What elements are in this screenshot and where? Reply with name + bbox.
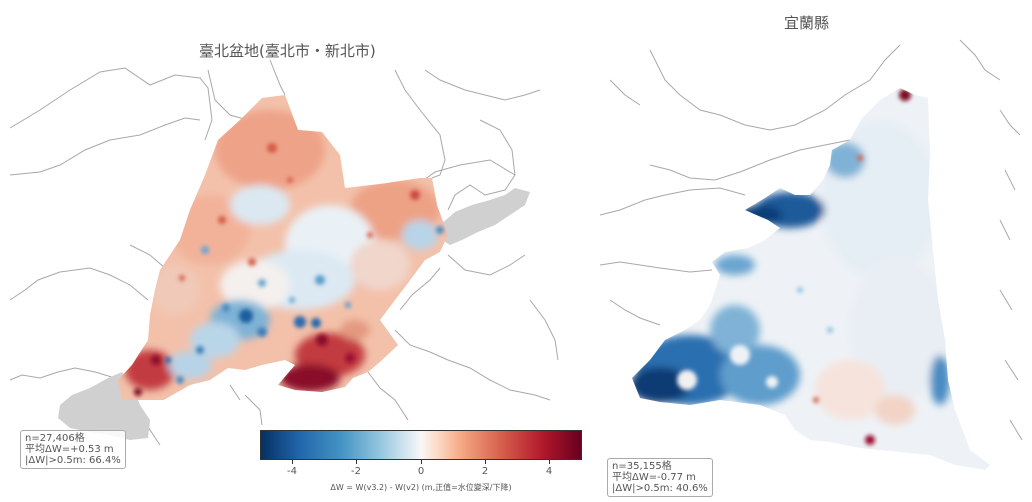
boundary-lines-right	[599, 39, 1023, 441]
stats-share: |ΔW|>0.5m: 40.6%	[612, 483, 708, 494]
colorbar-tick-label: 2	[481, 466, 489, 477]
colorbar-tick	[421, 460, 422, 464]
panel-title-taipei: 臺北盆地(臺北市・新北市)	[199, 42, 376, 60]
colorbar-tick	[356, 460, 357, 464]
yilan-heatmap	[632, 88, 990, 470]
stats-count: n=35,155格	[612, 461, 672, 472]
stats-mean: 平均ΔW=+0.53 m	[25, 444, 114, 455]
colorbar-tick	[292, 460, 293, 464]
panel-title-yilan: 宜蘭縣	[784, 14, 830, 32]
colorbar: -4 -2 0 2 4 ΔW = W(v3.2) - W(v2) (m,正值=水…	[260, 430, 582, 492]
stats-share: |ΔW|>0.5m: 66.4%	[25, 455, 121, 466]
colorbar-tick-label: -2	[351, 466, 361, 477]
no-data-east	[440, 188, 530, 245]
boundary-lines-left	[9, 59, 559, 446]
colorbar-tick-label: 4	[545, 466, 553, 477]
colorbar-tick	[549, 460, 550, 464]
colorbar-gradient	[260, 430, 582, 460]
taipei-heatmap	[118, 95, 448, 400]
stats-count: n=27,406格	[25, 433, 85, 444]
colorbar-tick-label: -4	[287, 466, 297, 477]
colorbar-tick-label: 0	[417, 466, 425, 477]
stats-mean: 平均ΔW=-0.77 m	[612, 472, 696, 483]
colorbar-tick	[485, 460, 486, 464]
colorbar-label: ΔW = W(v3.2) - W(v2) (m,正值=水位變深/下降)	[330, 483, 512, 492]
stats-box-yilan: n=35,155格 平均ΔW=-0.77 m |ΔW|>0.5m: 40.6%	[607, 458, 713, 497]
stats-box-taipei: n=27,406格 平均ΔW=+0.53 m |ΔW|>0.5m: 66.4%	[20, 430, 126, 469]
